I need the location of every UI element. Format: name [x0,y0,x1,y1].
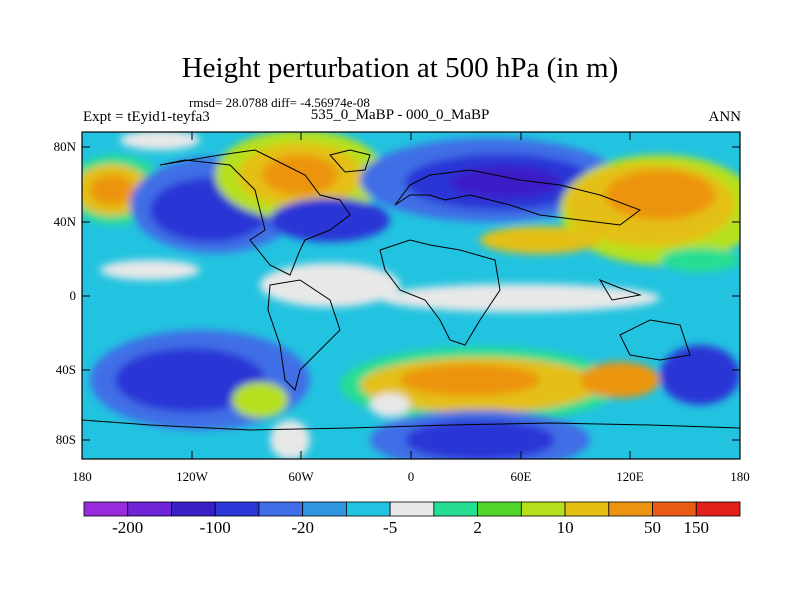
lon-labels: 180 120W 60W 0 60E 120E 180 [72,469,750,484]
colorbar-swatch [477,501,522,517]
colorbar-swatch [389,501,435,517]
season-label: ANN [708,109,742,125]
lon-ticks [81,132,741,459]
colorbar-swatch [608,501,653,517]
rmsd-diff-stats: rmsd= 28.0788 diff= -4.56974e-08 [189,95,370,110]
colorbar-swatch [695,501,741,517]
colorbar-swatch [214,501,260,517]
lon-tick-label: 120E [616,469,644,484]
case-label: 535_0_MaBP - 000_0_MaBP [310,107,490,123]
coastlines [82,149,740,431]
colorbar-swatch [127,501,172,517]
colorbar-swatch [258,501,304,517]
colorbar-label: 2 [473,518,482,537]
colorbar-label: -200 [112,518,143,537]
lat-tick-label: 40S [56,362,76,377]
lat-ticks [82,146,740,441]
contour-field [82,132,740,459]
colorbar-label: 10 [557,518,574,537]
lat-labels: 80N 40N 0 40S 80S [54,139,77,447]
lat-tick-label: 0 [70,288,77,303]
colorbar-label: -100 [200,518,231,537]
colorbar-swatch [171,501,216,517]
lat-tick-label: 80N [54,139,77,154]
lon-tick-label: 180 [730,469,750,484]
colorbar-swatch [345,501,391,517]
colorbar-swatch [302,501,347,517]
lat-tick-label: 40N [54,214,77,229]
lon-tick-label: 180 [72,469,92,484]
lon-tick-label: 0 [408,469,415,484]
lat-tick-label: 80S [56,432,76,447]
colorbar-label: 150 [684,518,710,537]
colorbar-swatch [83,501,129,517]
experiment-label: Expt = tEyid1-teyfa3 [83,109,210,125]
lon-tick-label: 120W [176,469,209,484]
colorbar-label: -20 [291,518,314,537]
lon-tick-label: 60E [511,469,532,484]
map-title: Height perturbation at 500 hPa (in m) [181,52,619,84]
colorbar-swatch [564,501,610,517]
colorbar-swatch [520,501,566,517]
colorbar [83,501,741,517]
colorbar-label: 50 [644,518,661,537]
colorbar-swatch [652,501,697,517]
colorbar-label: -5 [383,518,397,537]
lon-tick-label: 60W [288,469,314,484]
colorbar-labels: -200 -100 -20 -5 2 10 50 150 [112,518,709,537]
colorbar-swatch [433,501,479,517]
